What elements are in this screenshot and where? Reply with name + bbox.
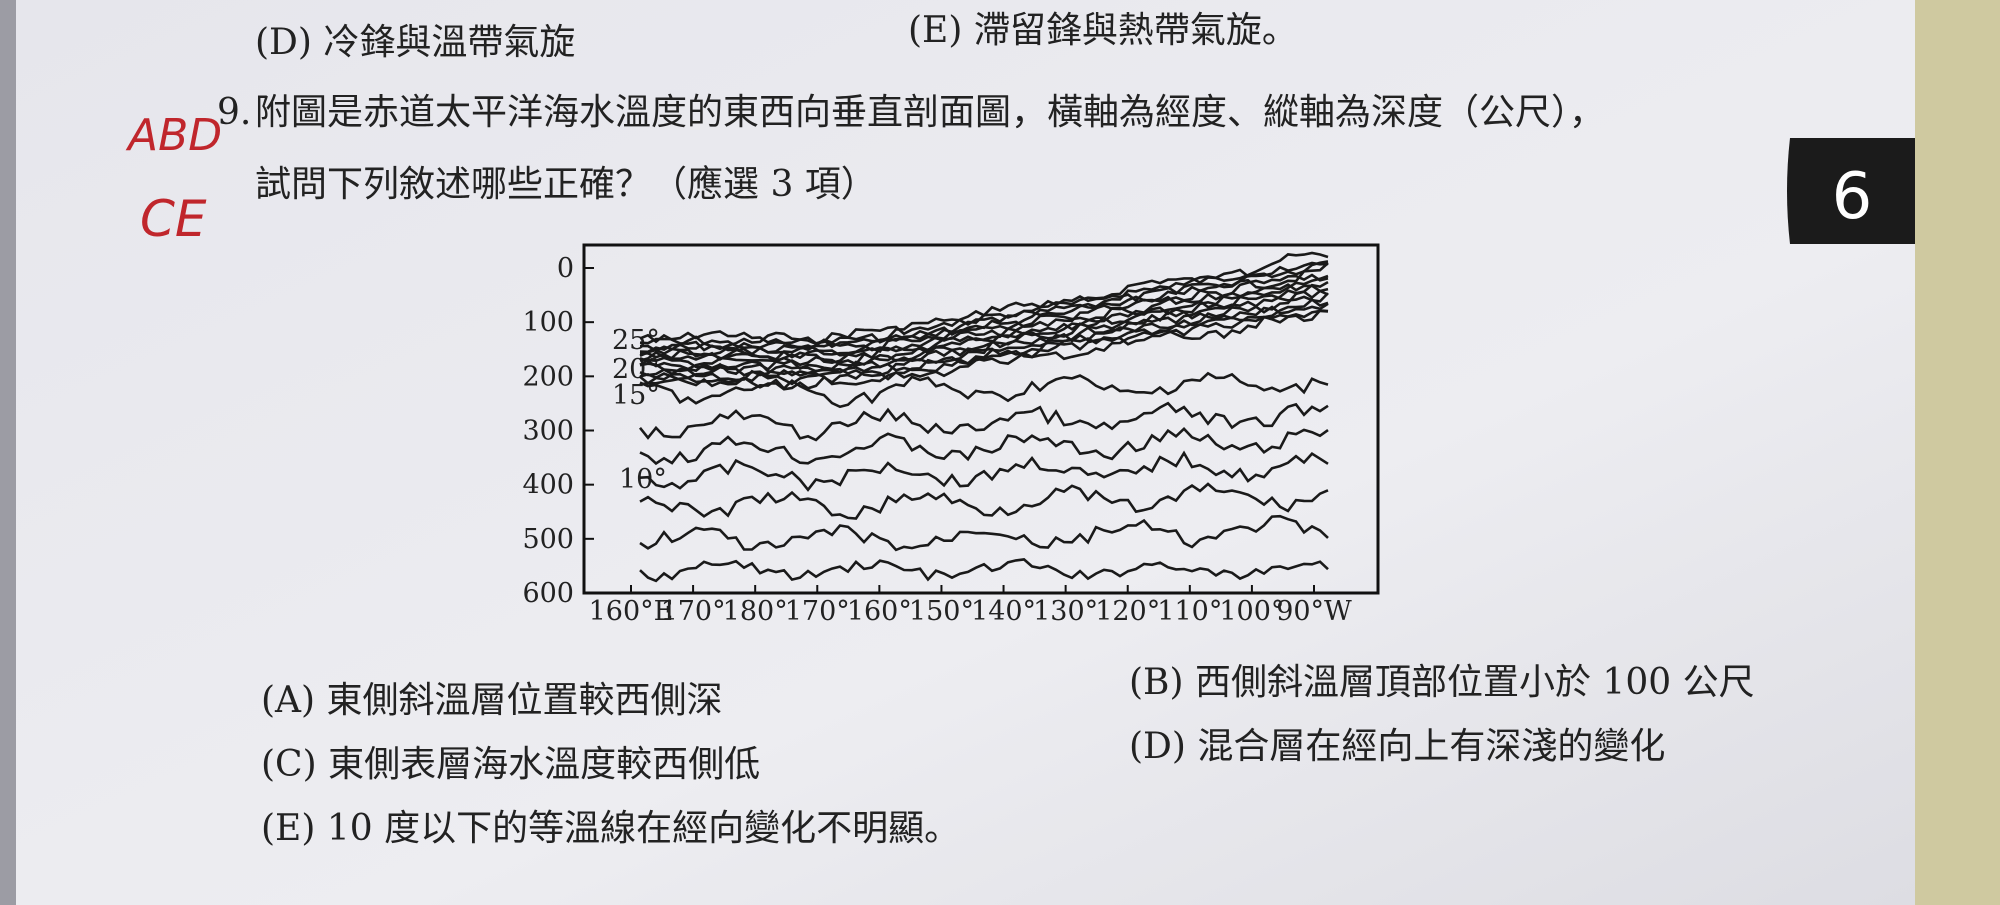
x-axis-label: 130° bbox=[1033, 596, 1098, 627]
handwritten-answer: ABD bbox=[125, 110, 222, 161]
figure-frame bbox=[582, 243, 1380, 595]
question-text: 試問下列敘述哪些正確？（應選 3 項） bbox=[255, 164, 877, 205]
y-axis-label: 400 bbox=[522, 470, 574, 501]
option: (D) 混合層在經向上有深淺的變化 bbox=[1129, 726, 1665, 767]
figure: 0100200300400500600160°E170°180°170°160°… bbox=[522, 243, 1380, 627]
x-axis-label: 120° bbox=[1095, 596, 1160, 627]
isotherm bbox=[639, 280, 1329, 371]
y-axis-label: 300 bbox=[522, 416, 574, 447]
x-axis-label: 140° bbox=[971, 596, 1036, 627]
x-axis-label: 180° bbox=[723, 596, 788, 627]
x-axis-label: 110° bbox=[1157, 596, 1222, 627]
option: (B) 西側斜溫層頂部位置小於 100 公尺 bbox=[1129, 662, 1755, 703]
isotherm bbox=[639, 292, 1329, 376]
x-axis-label: 100° bbox=[1219, 596, 1284, 627]
isotherm bbox=[639, 558, 1329, 583]
previous-option: (E) 滯留鋒與熱帶氣旋。 bbox=[908, 10, 1298, 51]
y-axis-label: 200 bbox=[522, 361, 574, 392]
isotherm bbox=[639, 309, 1329, 388]
x-axis-label: 170° bbox=[661, 596, 726, 627]
isotherm bbox=[639, 260, 1329, 352]
handwritten-answer: CE bbox=[140, 190, 207, 248]
isotherm bbox=[639, 289, 1329, 377]
isotherm bbox=[639, 482, 1329, 520]
x-axis-label: 160° bbox=[847, 596, 912, 627]
page-tab bbox=[1787, 138, 1915, 244]
y-axis-label: 0 bbox=[557, 253, 574, 284]
binding-shadow bbox=[0, 0, 16, 905]
option: (E) 10 度以下的等溫線在經向變化不明顯。 bbox=[261, 808, 960, 849]
option: (A) 東側斜溫層位置較西側深 bbox=[261, 680, 723, 721]
isotherm bbox=[639, 309, 1329, 391]
isotherm bbox=[639, 426, 1329, 466]
x-axis-label: 160°E bbox=[589, 596, 674, 627]
y-axis-label: 600 bbox=[522, 578, 574, 609]
question-text: 附圖是赤道太平洋海水溫度的東西向垂直剖面圖，橫軸為經度、縱軸為深度（公尺）， bbox=[255, 92, 1605, 133]
page-edge bbox=[1915, 0, 2000, 905]
page-number: 6 bbox=[1832, 160, 1873, 234]
y-axis-label: 100 bbox=[522, 307, 574, 338]
isotherm bbox=[638, 401, 1329, 442]
x-axis-label: 150° bbox=[909, 596, 974, 627]
isotherm-label: 10° bbox=[619, 464, 667, 495]
option: (C) 東側表層海水溫度較西側低 bbox=[261, 744, 760, 785]
y-axis-label: 500 bbox=[522, 524, 574, 555]
previous-option: (D) 冷鋒與溫帶氣旋 bbox=[255, 22, 575, 63]
x-axis-label: 170° bbox=[785, 596, 850, 627]
x-axis-label: 90°W bbox=[1276, 596, 1352, 627]
isotherm bbox=[639, 283, 1329, 363]
isotherm bbox=[639, 450, 1329, 492]
isotherm bbox=[639, 371, 1329, 409]
question-number: 9. bbox=[217, 92, 251, 133]
isotherm bbox=[639, 514, 1329, 552]
